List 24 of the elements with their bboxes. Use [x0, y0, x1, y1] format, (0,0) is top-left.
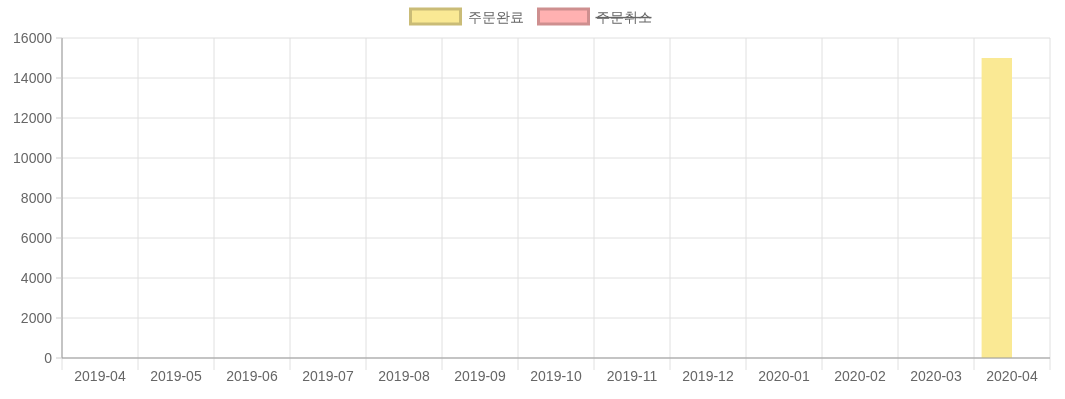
- y-tick-label: 8000: [20, 189, 53, 206]
- x-tick-label: 2020-04: [986, 368, 1038, 384]
- x-tick-label: 2019-09: [454, 368, 506, 384]
- x-tick-label: 2020-01: [758, 368, 810, 384]
- x-tick-label: 2019-10: [530, 368, 582, 384]
- x-tick-label: 2019-12: [682, 368, 734, 384]
- y-tick-label: 2000: [20, 309, 53, 326]
- legend-label: 주문완료: [467, 8, 524, 25]
- y-tick-label: 4000: [20, 269, 53, 286]
- x-tick-label: 2019-07: [302, 368, 354, 384]
- legend-label: 주문취소: [595, 8, 652, 25]
- x-tick-label: 2019-08: [378, 368, 430, 384]
- x-tick-label: 2020-02: [834, 368, 886, 384]
- x-tick-label: 2019-05: [150, 368, 202, 384]
- y-tick-label: 10000: [13, 149, 53, 166]
- y-tick-label: 6000: [20, 229, 53, 246]
- x-tick-label: 2019-04: [74, 368, 126, 384]
- y-tick-label: 12000: [13, 109, 53, 126]
- x-tick-label: 2019-11: [606, 368, 658, 384]
- y-tick-label: 0: [44, 349, 53, 366]
- x-tick-label: 2019-06: [226, 368, 278, 384]
- y-tick-label: 16000: [13, 29, 53, 46]
- y-tick-label: 14000: [13, 69, 53, 86]
- x-tick-label: 2020-03: [910, 368, 962, 384]
